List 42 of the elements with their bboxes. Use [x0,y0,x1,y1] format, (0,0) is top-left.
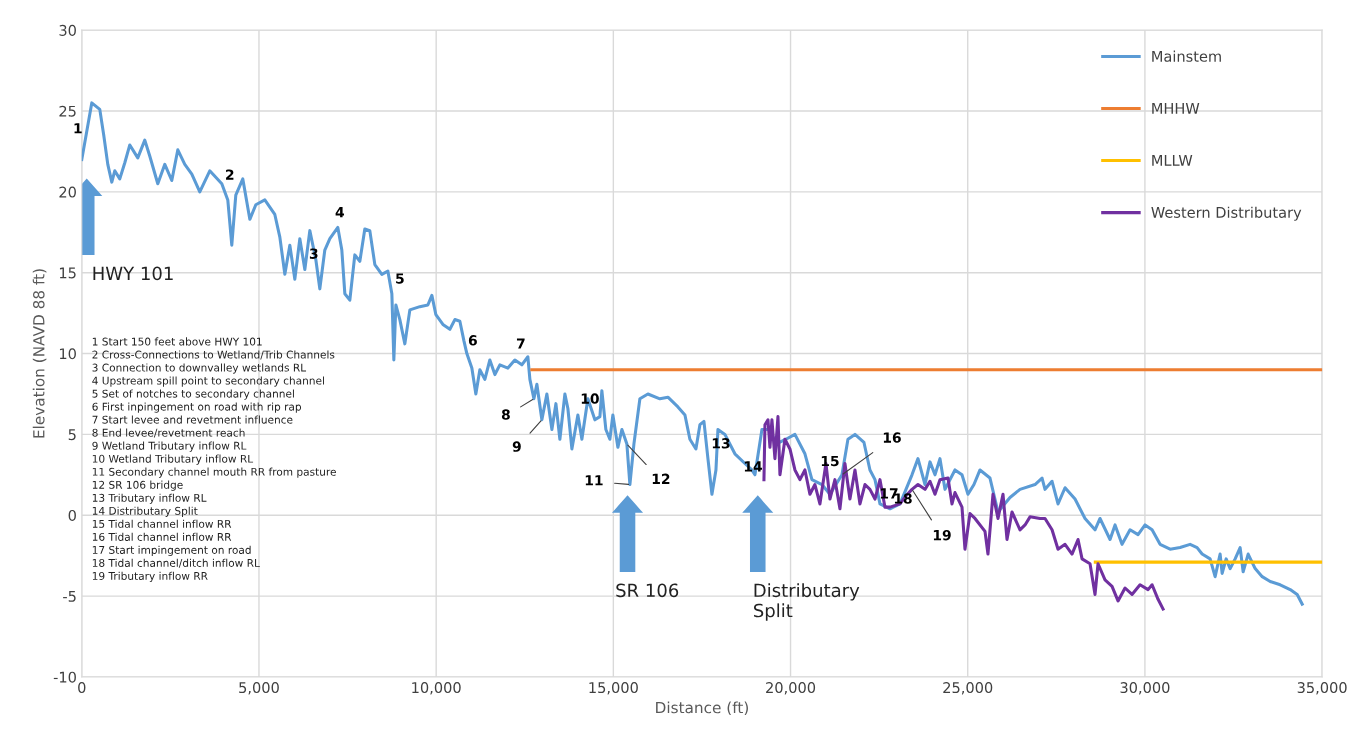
y-axis-title: Elevation (NAVD 88 ft) [32,269,47,438]
annotation: 7 [516,338,525,349]
annotation: SR 106 [616,583,679,598]
annotation: 11 [585,475,603,486]
x-tick-label: 20,000 [766,682,816,695]
annotation: 12 [652,473,670,484]
y-tick-label: 15 [59,267,76,279]
x-tick-label: 15,000 [589,682,638,695]
y-tick-label: 25 [59,105,76,117]
annotation: 15 [821,455,839,467]
annotation: 19 [933,529,951,541]
annotation: 14 [744,461,762,472]
y-tick-label: 20 [59,186,76,198]
annotation: 10 [581,393,599,404]
annotation: 16 [883,432,901,443]
x-tick-label: 5,000 [239,682,279,695]
x-tick-label: 10,000 [412,682,461,695]
y-tick-label: -5 [63,590,76,602]
x-tick-label: 30,000 [1120,682,1170,695]
y-tick-label: 10 [59,348,76,360]
legend-label: MHHW [1152,103,1200,114]
annotation: 5 [396,273,404,284]
annotation: 1 [74,123,82,134]
x-tick-label: 25,000 [943,682,993,695]
x-tick-label: 0 [78,682,86,694]
y-tick-label: 0 [68,509,76,521]
annotation: 9 [512,441,521,452]
text: 1 Start 150 feet above HWY 101 2 Cross-Connections to Wetland/Trib Channels 3 Connection to downvalley wetlands RL 4 Upstream spill point to secondary channel 5 Set of notches to secondary channel 6 First inpingement on road with rip rap 7 Start levee and revetment influence 8 End levee/revetment reach 9 Wetland Tributary inflow RL 10 Wetland Tributary inflow RL 11 Secondary channel mouth RR from pasture 12 SR 106 bridge 13 Tributary inflow RL 14 Distributary Split 15 Tidal channel inflow RR 16 Tidal channel inflow RR 17 Start impingement on road 18 Tidal channel/ditch inflow RL 19 Tributary inflow RR [92,337,336,582]
annotation: HWY 101 [93,266,173,281]
x-tick-label: 35,000 [1297,682,1347,695]
annotation: 6 [468,335,477,346]
legend-label: Mainstem [1152,50,1221,62]
annotation: 8 [501,409,510,420]
legend-label: MLLW [1152,155,1193,166]
y-tick-label: 30 [59,24,76,36]
y-tick-label: 5 [68,429,76,441]
annotation: Distributary Split [753,583,860,621]
annotation: 2 [226,169,234,180]
x-axis-title: Distance (ft) [656,701,748,716]
y-tick-label: -10 [53,671,76,683]
legend-label: Western Distributary [1151,206,1302,221]
annotation: 4 [335,207,345,218]
